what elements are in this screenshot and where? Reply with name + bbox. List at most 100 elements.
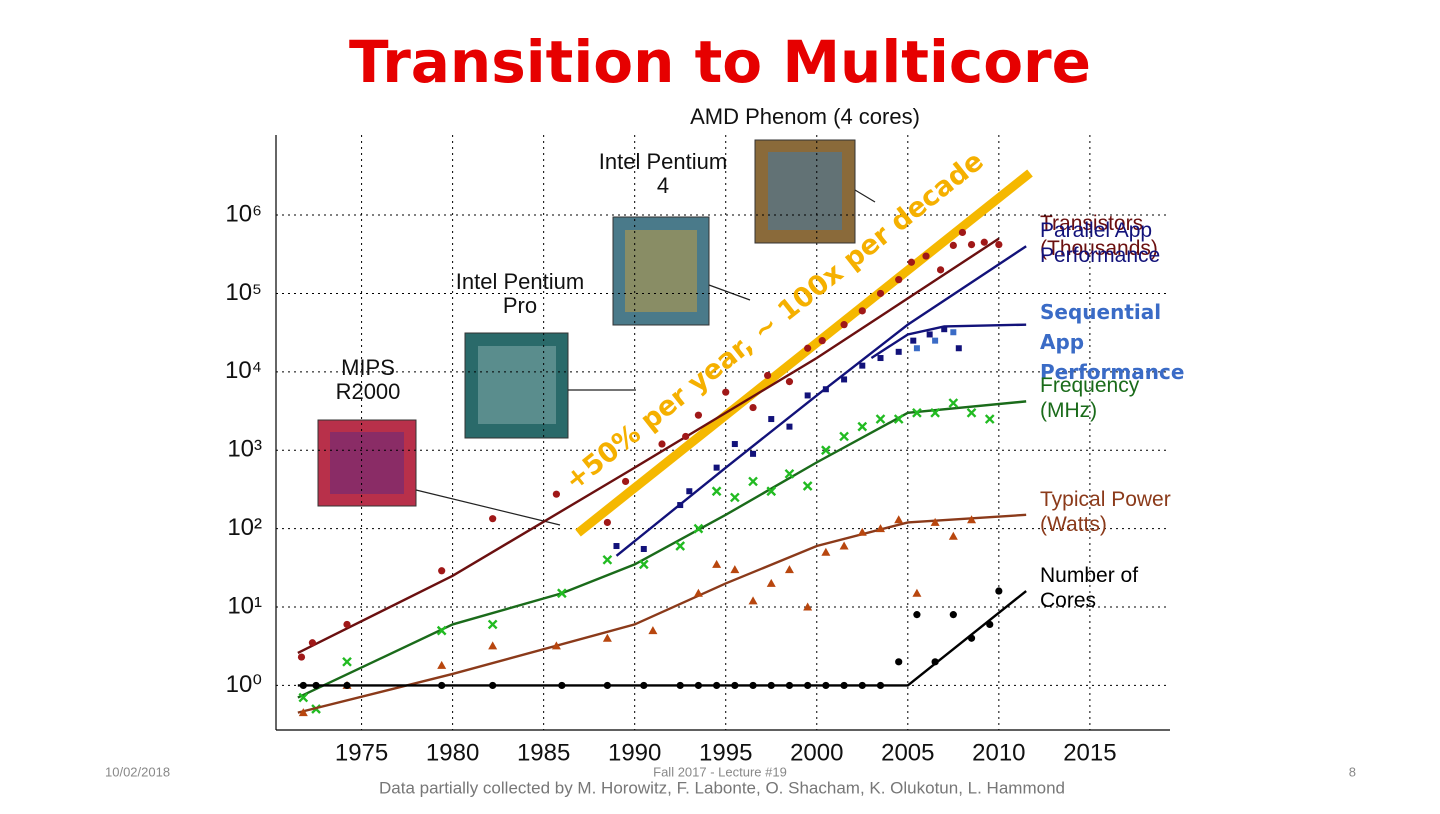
data-point	[557, 588, 567, 599]
data-point	[713, 681, 721, 690]
data-point	[343, 681, 351, 690]
data-point	[722, 388, 730, 396]
y-tick-label: 10⁵	[225, 279, 262, 306]
data-point	[730, 565, 740, 574]
data-point	[839, 541, 849, 550]
y-tick-label: 10⁴	[225, 357, 262, 384]
chip-label-box: Intel Pentium Pro	[455, 270, 585, 318]
data-point	[895, 276, 903, 284]
data-point	[913, 345, 920, 352]
data-point	[603, 681, 611, 690]
data-point	[804, 344, 812, 352]
data-point	[686, 488, 693, 495]
data-point	[638, 559, 649, 570]
x-tick-label: 2015	[1063, 739, 1116, 766]
chip-amd-core	[768, 152, 842, 230]
data-point	[342, 656, 352, 667]
data-point	[912, 407, 922, 418]
data-point	[936, 266, 945, 274]
chip-label: Intel Pentium Pro	[455, 270, 585, 318]
data-point	[603, 518, 611, 527]
x-tick-label: 1975	[335, 739, 388, 766]
chip-label-box: MIPS R2000	[336, 356, 401, 404]
data-point	[437, 660, 447, 669]
legend-label-box: Frequency (MHz)	[1040, 374, 1139, 422]
data-point	[802, 481, 813, 491]
data-point	[785, 378, 794, 386]
data-point	[876, 289, 885, 298]
data-point	[958, 228, 967, 237]
fit-line	[297, 400, 1027, 699]
data-point	[818, 337, 826, 345]
data-point	[677, 502, 684, 509]
data-point	[821, 445, 831, 456]
callout	[415, 489, 561, 526]
data-point	[487, 619, 498, 630]
data-point	[995, 240, 1003, 249]
data-point	[764, 371, 772, 380]
y-tick-label: 10¹	[227, 592, 262, 619]
data-point	[857, 527, 867, 536]
data-point	[785, 681, 794, 690]
slide-title: Transition to Multicore	[349, 28, 1091, 96]
fit-line	[297, 590, 1027, 687]
data-point	[551, 641, 561, 650]
data-point	[694, 411, 703, 419]
data-point	[913, 611, 921, 619]
data-point	[930, 517, 940, 526]
data-point	[675, 541, 686, 551]
data-point	[343, 620, 351, 629]
data-point	[711, 486, 722, 497]
x-tick-label: 1985	[517, 739, 570, 766]
data-point	[768, 416, 775, 423]
data-point	[312, 681, 320, 690]
data-point	[931, 658, 939, 666]
data-point	[767, 681, 775, 690]
legend-label-box: Transistors (Thousands)	[1040, 211, 1158, 260]
data-point	[859, 362, 866, 369]
data-point	[640, 545, 647, 552]
data-point	[839, 431, 849, 442]
callout	[854, 189, 876, 203]
data-point	[749, 681, 757, 690]
y-tick-label: 10³	[227, 436, 262, 463]
data-point	[949, 241, 957, 250]
data-point	[955, 345, 962, 352]
data-point	[436, 625, 447, 636]
data-point	[693, 523, 704, 534]
data-point	[766, 486, 777, 497]
chip-label: Intel Pentium 4	[598, 150, 728, 198]
data-point	[602, 633, 612, 642]
x-tick-label: 2010	[972, 739, 1025, 766]
data-point	[922, 252, 930, 260]
data-point	[682, 432, 690, 441]
chip-label-box: Intel Pentium 4	[598, 150, 728, 198]
data-point	[910, 337, 917, 344]
legend-label-box: Sequential App Performance	[1040, 300, 1184, 384]
legend-label: Number of Cores	[1040, 564, 1139, 613]
data-point	[949, 611, 957, 619]
data-point	[967, 515, 977, 524]
data-point	[658, 440, 666, 448]
data-point	[948, 531, 958, 540]
data-point	[932, 337, 939, 344]
callout	[708, 284, 751, 301]
data-point	[967, 634, 976, 642]
data-point	[648, 626, 658, 635]
data-point	[941, 326, 948, 333]
data-point	[784, 565, 794, 574]
chip-pentium-pro-core	[478, 346, 556, 424]
data-point	[858, 681, 866, 690]
legend-label: Transistors (Thousands)	[1040, 211, 1158, 260]
data-point	[875, 524, 885, 533]
x-tick-label: 2005	[881, 739, 934, 766]
data-point	[784, 468, 795, 479]
data-point	[877, 355, 884, 362]
data-point	[822, 386, 829, 393]
x-tick-label: 1980	[426, 739, 479, 766]
chip-pentium-4-core	[625, 230, 697, 312]
data-point	[840, 321, 848, 329]
data-point	[731, 441, 738, 448]
data-point	[980, 238, 988, 246]
